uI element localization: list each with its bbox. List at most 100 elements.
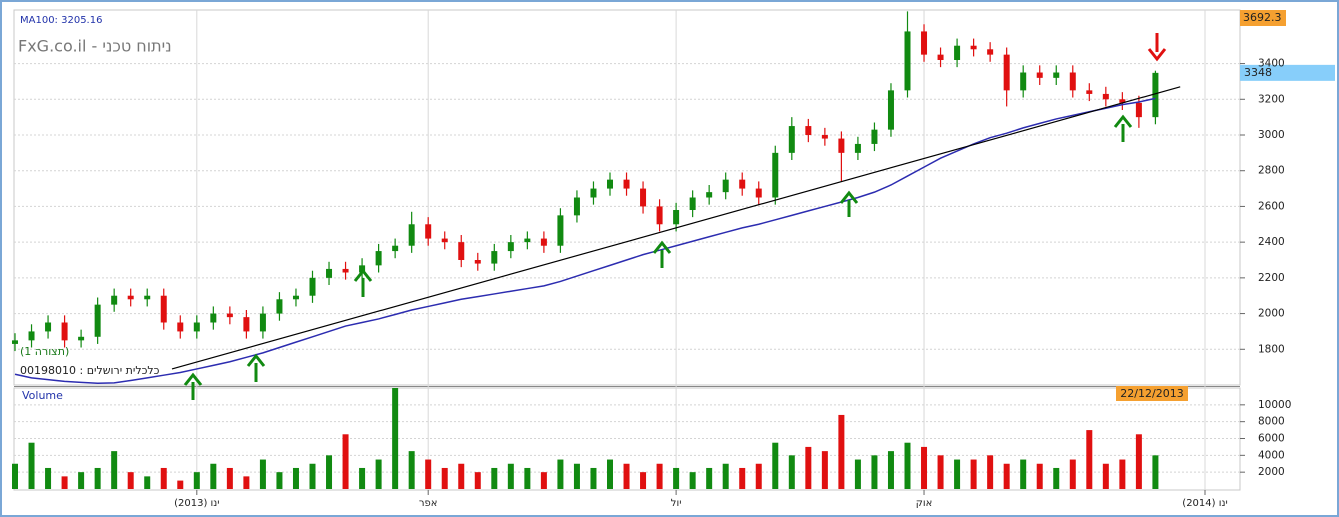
candle-body	[590, 188, 597, 198]
volume-bar	[111, 451, 118, 489]
volume-bar	[755, 463, 762, 489]
candle-body	[540, 238, 547, 246]
watermark: FxG.co.il - ניתוח טכני	[18, 37, 172, 56]
volume-bar	[954, 459, 961, 489]
candle-body	[1135, 102, 1142, 118]
candle-body	[1086, 90, 1093, 94]
candle-body	[987, 49, 994, 55]
last-label: 3348	[1244, 66, 1272, 79]
arrow-head	[1113, 114, 1133, 128]
volume-bar	[1053, 467, 1060, 489]
candle-body	[673, 210, 680, 225]
volume-bar	[772, 442, 779, 489]
volume-bar	[607, 459, 613, 489]
candle-body	[342, 268, 349, 273]
candle-body	[309, 277, 316, 296]
candle-body	[755, 188, 762, 198]
candle-body	[12, 340, 18, 344]
arrows-down	[1147, 33, 1167, 62]
candle-body	[292, 295, 299, 300]
volume-bar	[12, 463, 18, 489]
y-tick-label: 10000	[1258, 399, 1291, 411]
volume-bar	[1135, 434, 1142, 489]
volume-bar	[127, 472, 134, 489]
volume-bar	[259, 459, 266, 489]
candle-body	[772, 152, 779, 198]
candle-body	[1152, 72, 1159, 118]
arrow-head	[183, 372, 203, 386]
candle-body	[127, 295, 134, 300]
volume-bar	[887, 451, 894, 489]
marks	[12, 10, 1240, 490]
volume-bar	[673, 467, 680, 489]
volume-bar	[359, 467, 366, 489]
config-label: (תצורה 1)	[20, 345, 69, 358]
candle-body	[94, 304, 101, 337]
candle-body	[788, 126, 795, 153]
volume-bar	[342, 434, 349, 489]
y-tick-label: 3400	[1258, 58, 1285, 70]
volume-bar	[1069, 459, 1076, 489]
candle-body	[805, 126, 812, 135]
volume-bar	[78, 472, 85, 489]
volume-bar	[1102, 463, 1109, 489]
volume-bar	[309, 463, 316, 489]
volume-bar	[904, 442, 911, 489]
candle-body	[28, 331, 35, 341]
candle-body	[193, 322, 200, 332]
volume-bar	[45, 467, 52, 489]
candle-body	[160, 295, 167, 323]
volume-bar	[193, 472, 200, 489]
candle-body	[276, 299, 283, 314]
y-tick-label: 2200	[1258, 272, 1285, 284]
volume-bar	[623, 463, 630, 489]
volume-bar	[987, 455, 994, 489]
volume-bar	[788, 455, 795, 489]
candle-body	[871, 129, 878, 144]
candle-body	[970, 45, 977, 50]
max-label: 3692.3	[1243, 11, 1282, 24]
candle-body	[573, 197, 580, 216]
volume-bar	[921, 446, 928, 489]
volume-bar	[61, 476, 68, 489]
candle-body	[1119, 99, 1126, 103]
candle-body	[491, 251, 498, 264]
date-badge	[1116, 386, 1188, 401]
volume-bar	[177, 480, 184, 489]
volume-bar	[210, 463, 217, 489]
instrument-label: 00198010 : כלכלית ירושלים	[20, 364, 160, 377]
volume-bar	[441, 467, 448, 489]
candle-body	[887, 90, 894, 130]
volume-bar	[739, 467, 746, 489]
candle-body	[458, 242, 465, 260]
candle-body	[954, 45, 961, 60]
volume-bar	[94, 467, 101, 489]
y-tick-label: 6000	[1258, 433, 1285, 445]
volume-bar	[854, 459, 861, 489]
candle-body	[821, 135, 828, 139]
candle-body	[507, 242, 514, 252]
volume-bar	[937, 455, 944, 489]
x-tick-label: אוק	[916, 498, 933, 509]
volume-bar	[507, 463, 514, 489]
volume-bar	[226, 467, 233, 489]
arrow-head	[839, 190, 859, 204]
candle-body	[1069, 72, 1076, 91]
x-tick-label: (2014) ינו	[1182, 498, 1227, 509]
volume-bar	[1086, 430, 1093, 489]
candle-body	[656, 206, 663, 225]
y-tick-label: 1800	[1258, 343, 1285, 355]
arrow-head	[1147, 48, 1167, 62]
candle-body	[425, 224, 432, 239]
volume-bar	[1152, 455, 1159, 489]
volume-bar	[524, 467, 531, 489]
arrow-head	[652, 240, 672, 254]
y-tick-label: 2400	[1258, 236, 1285, 248]
y-tick-label: 4000	[1258, 449, 1285, 461]
candle-body	[441, 238, 448, 243]
x-tick-label: אפר	[419, 498, 438, 509]
candle-body	[1053, 72, 1060, 78]
arrows	[183, 114, 1133, 400]
